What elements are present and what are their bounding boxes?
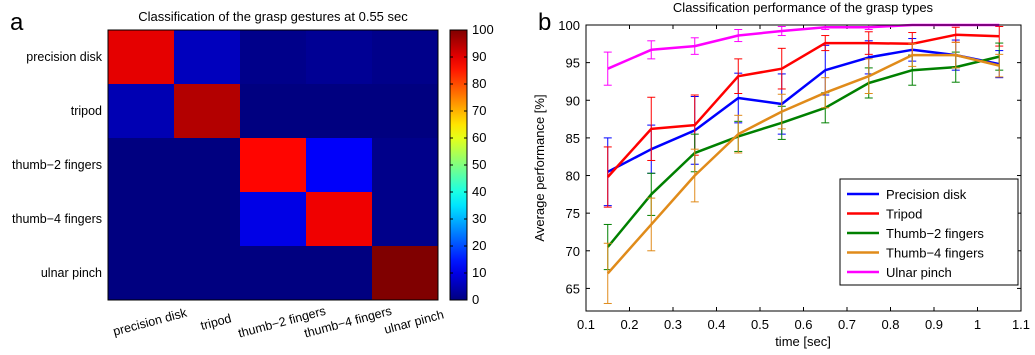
legend: Precision disk Tripod Thumb−2 fingers Thumb…: [839, 178, 1019, 286]
colorbar-tick-label: 80: [472, 76, 486, 91]
heatmap-cell: [108, 138, 175, 193]
heatmap-cell: [372, 192, 439, 247]
y-axis-label: Average performance [%]: [532, 94, 547, 241]
heatmap-cell: [372, 138, 439, 193]
line-chart-series: [603, 23, 1004, 304]
series-line: [607, 48, 1000, 173]
y-tick-label: 65: [566, 281, 580, 296]
heatmap-cell: [108, 30, 175, 85]
heatmap-row-label: precision disk: [26, 50, 102, 64]
heatmap-column-label: precision disk: [112, 305, 189, 338]
y-tick-label: 100: [558, 18, 580, 33]
x-tick-label: 0.9: [925, 317, 943, 332]
heatmap-cell: [108, 84, 175, 139]
colorbar-tick-label: 50: [472, 157, 486, 172]
x-tick-label: 0.7: [838, 317, 856, 332]
heatmap-cell: [240, 138, 307, 193]
heatmap-row-label: thumb−2 fingers: [12, 158, 102, 172]
heatmap-row-label: thumb−4 fingers: [12, 212, 102, 226]
series-line: [606, 33, 1000, 178]
y-tick-label: 95: [566, 56, 580, 71]
heatmap-cell: [174, 246, 241, 301]
x-tick-label: 0.1: [577, 317, 595, 332]
series-line: [606, 53, 1000, 275]
heatmap-cell: [306, 84, 373, 139]
heatmap-cell: [240, 192, 307, 247]
x-tick-label: 1: [974, 317, 981, 332]
heatmap-cell: [306, 246, 373, 301]
y-tick-label: 85: [566, 131, 580, 146]
colorbar-tick-label: 90: [472, 49, 486, 64]
heatmap-cell: [240, 84, 307, 139]
heatmap-cell: [306, 192, 373, 247]
legend-entry: Thumb−4 fingers: [886, 246, 984, 261]
colorbar-tick-label: 70: [472, 103, 486, 118]
legend-entry: Ulnar pinch: [886, 265, 952, 280]
heatmap-cell: [108, 192, 175, 247]
legend-entry: Tripod: [886, 207, 922, 222]
line-chart-title: Classification performance of the grasp …: [673, 0, 934, 15]
y-tick-label: 80: [566, 169, 580, 184]
heatmap-cell: [372, 84, 439, 139]
heatmap-cell: [240, 30, 307, 85]
colorbar-tick-label: 10: [472, 265, 486, 280]
x-tick-label: 0.4: [707, 317, 725, 332]
heatmap-cell: [372, 246, 439, 301]
performance-line-chart: Classification performance of the grasp …: [532, 0, 1030, 349]
line-chart-ticks: 0.1 0.2 0.3 0.4 0.5 0.6 0.7 0.8 0.9 1 1.1 65 70 75 80 8…: [558, 18, 1030, 332]
x-tick-label: 0.6: [794, 317, 812, 332]
heatmap-cells: [108, 30, 439, 301]
heatmap-column-labels: precision disk tripod thumb−2 fingersthumb…: [112, 304, 446, 341]
colorbar-tick-label: 30: [472, 211, 486, 226]
x-tick-label: 0.3: [664, 317, 682, 332]
heatmap-cell: [306, 30, 373, 85]
heatmap-column-label: tripod: [199, 311, 233, 333]
colorbar-tick-label: 0: [472, 292, 479, 307]
heatmap-title: Classification of the grasp gestures at …: [138, 9, 408, 24]
colorbar-tick-label: 20: [472, 238, 486, 253]
x-axis-label: time [sec]: [775, 334, 831, 349]
heatmap-cell: [174, 84, 241, 139]
x-tick-label: 1.1: [1012, 317, 1030, 332]
heatmap-cell: [174, 138, 241, 193]
x-tick-label: 0.5: [751, 317, 769, 332]
heatmap-cell: [240, 246, 307, 301]
heatmap-cell: [306, 138, 373, 193]
x-tick-label: 0.8: [881, 317, 899, 332]
heatmap-cell: [108, 246, 175, 301]
heatmap-cell: [372, 30, 439, 85]
y-tick-label: 90: [566, 93, 580, 108]
confusion-matrix-chart: Classification of the grasp gestures at …: [12, 9, 494, 341]
heatmap-column-label: ulnar pinch: [383, 307, 446, 336]
colorbar-tick-label: 60: [472, 130, 486, 145]
series-group: [603, 41, 1004, 304]
y-tick-label: 75: [566, 206, 580, 221]
colorbar-tick-label: 40: [472, 184, 486, 199]
legend-entry: Thumb−2 fingers: [886, 226, 984, 241]
series-line: [606, 55, 1000, 248]
panel-letter-b: b: [538, 9, 551, 36]
plot-frame: [585, 24, 1022, 312]
panel-letter-a: a: [10, 9, 24, 36]
legend-entry: Precision disk: [886, 187, 967, 202]
heatmap-frame: [107, 29, 439, 301]
heatmap-row-label: tripod: [71, 104, 102, 118]
y-tick-label: 70: [566, 244, 580, 259]
heatmap-cell: [174, 192, 241, 247]
heatmap-cell: [174, 30, 241, 85]
colorbar-ticks: 0 10 20 30 40 50 60 70 80 90 100: [450, 22, 494, 307]
x-tick-label: 0.2: [620, 317, 638, 332]
colorbar-tick-label: 100: [472, 22, 494, 37]
heatmap-row-labels: precision disk tripod thumb−2 fingers thumb…: [12, 50, 103, 280]
heatmap-row-label: ulnar pinch: [41, 266, 102, 280]
